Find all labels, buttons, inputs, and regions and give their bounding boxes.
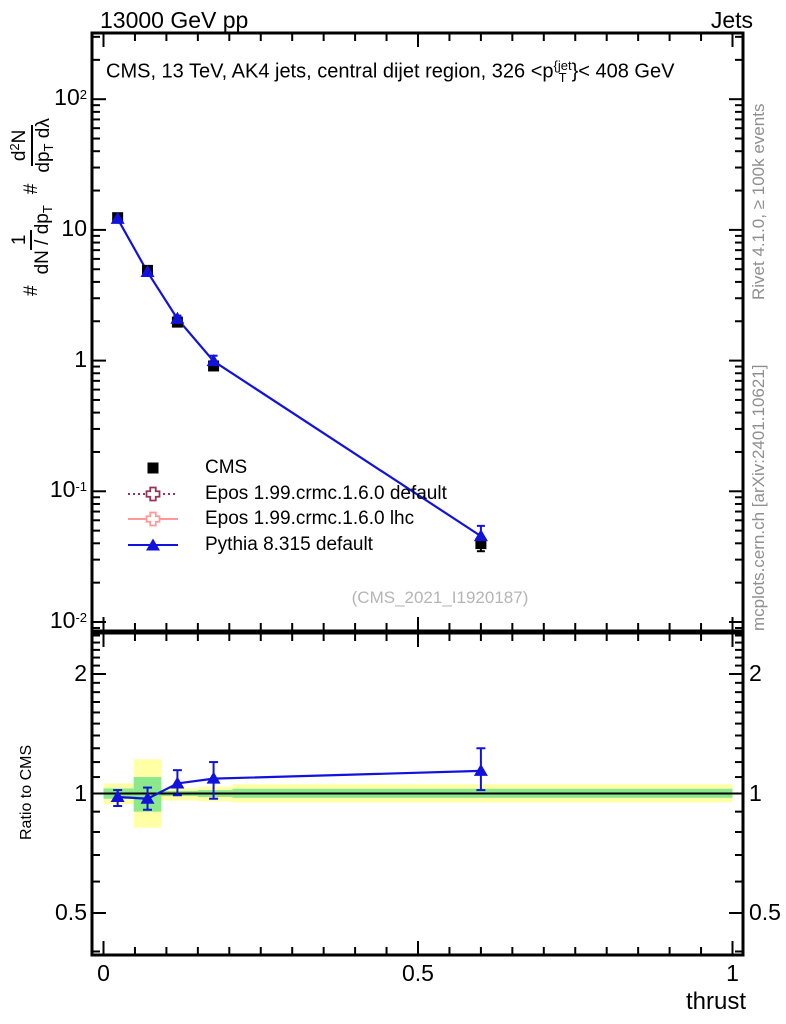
plot-title-prefix: CMS, 13 TeV, AK4 jets, central dijet reg… bbox=[106, 60, 554, 83]
pt-subscript: T bbox=[558, 70, 567, 86]
ratio-y-axis-label: Ratio to CMS bbox=[18, 744, 35, 840]
pythia-curve bbox=[116, 218, 482, 538]
pythia-data-point bbox=[206, 354, 221, 367]
normalization-fraction: 1 dN / dpT bbox=[8, 205, 56, 275]
ratio-data-point bbox=[170, 776, 185, 789]
pythia-data-point bbox=[473, 529, 488, 542]
ratio-data-point bbox=[473, 763, 488, 776]
hash-symbol: # bbox=[21, 285, 43, 296]
plot-title-suffix: }< 408 GeV bbox=[571, 60, 675, 83]
pt-jet-superscript: {jet bbox=[553, 58, 572, 73]
pt-jet-supsub: {jet T bbox=[553, 58, 572, 86]
cms-data-point bbox=[475, 538, 487, 550]
analysis-id-watermark: (CMS_2021_I1920187) bbox=[351, 588, 529, 607]
pythia-data-point bbox=[110, 211, 125, 224]
pythia-data-point bbox=[170, 311, 185, 324]
rivet-version-label: Rivet 4.1.0, ≥ 100k events bbox=[749, 103, 768, 300]
pythia-data-point bbox=[140, 265, 155, 278]
beam-energy-label: 13000 GeV pp bbox=[100, 7, 249, 33]
x-axis-label: thrust bbox=[685, 988, 746, 1015]
ratio-data-point bbox=[140, 791, 155, 804]
hash-symbol: # bbox=[21, 183, 43, 195]
mcplots-credit-label: mcplots.cern.ch [arXiv:2401.10621] bbox=[749, 364, 768, 631]
ratio-data-point bbox=[206, 771, 221, 784]
plot-title: CMS, 13 TeV, AK4 jets, central dijet reg… bbox=[106, 58, 675, 86]
differential-fraction: d2N dpT dλ bbox=[7, 118, 56, 173]
process-group-label: Jets bbox=[710, 7, 753, 33]
main-y-axis-label: # 1 dN / dpT # d2N dpT dλ bbox=[7, 116, 57, 296]
ratio-data-point bbox=[110, 789, 125, 802]
